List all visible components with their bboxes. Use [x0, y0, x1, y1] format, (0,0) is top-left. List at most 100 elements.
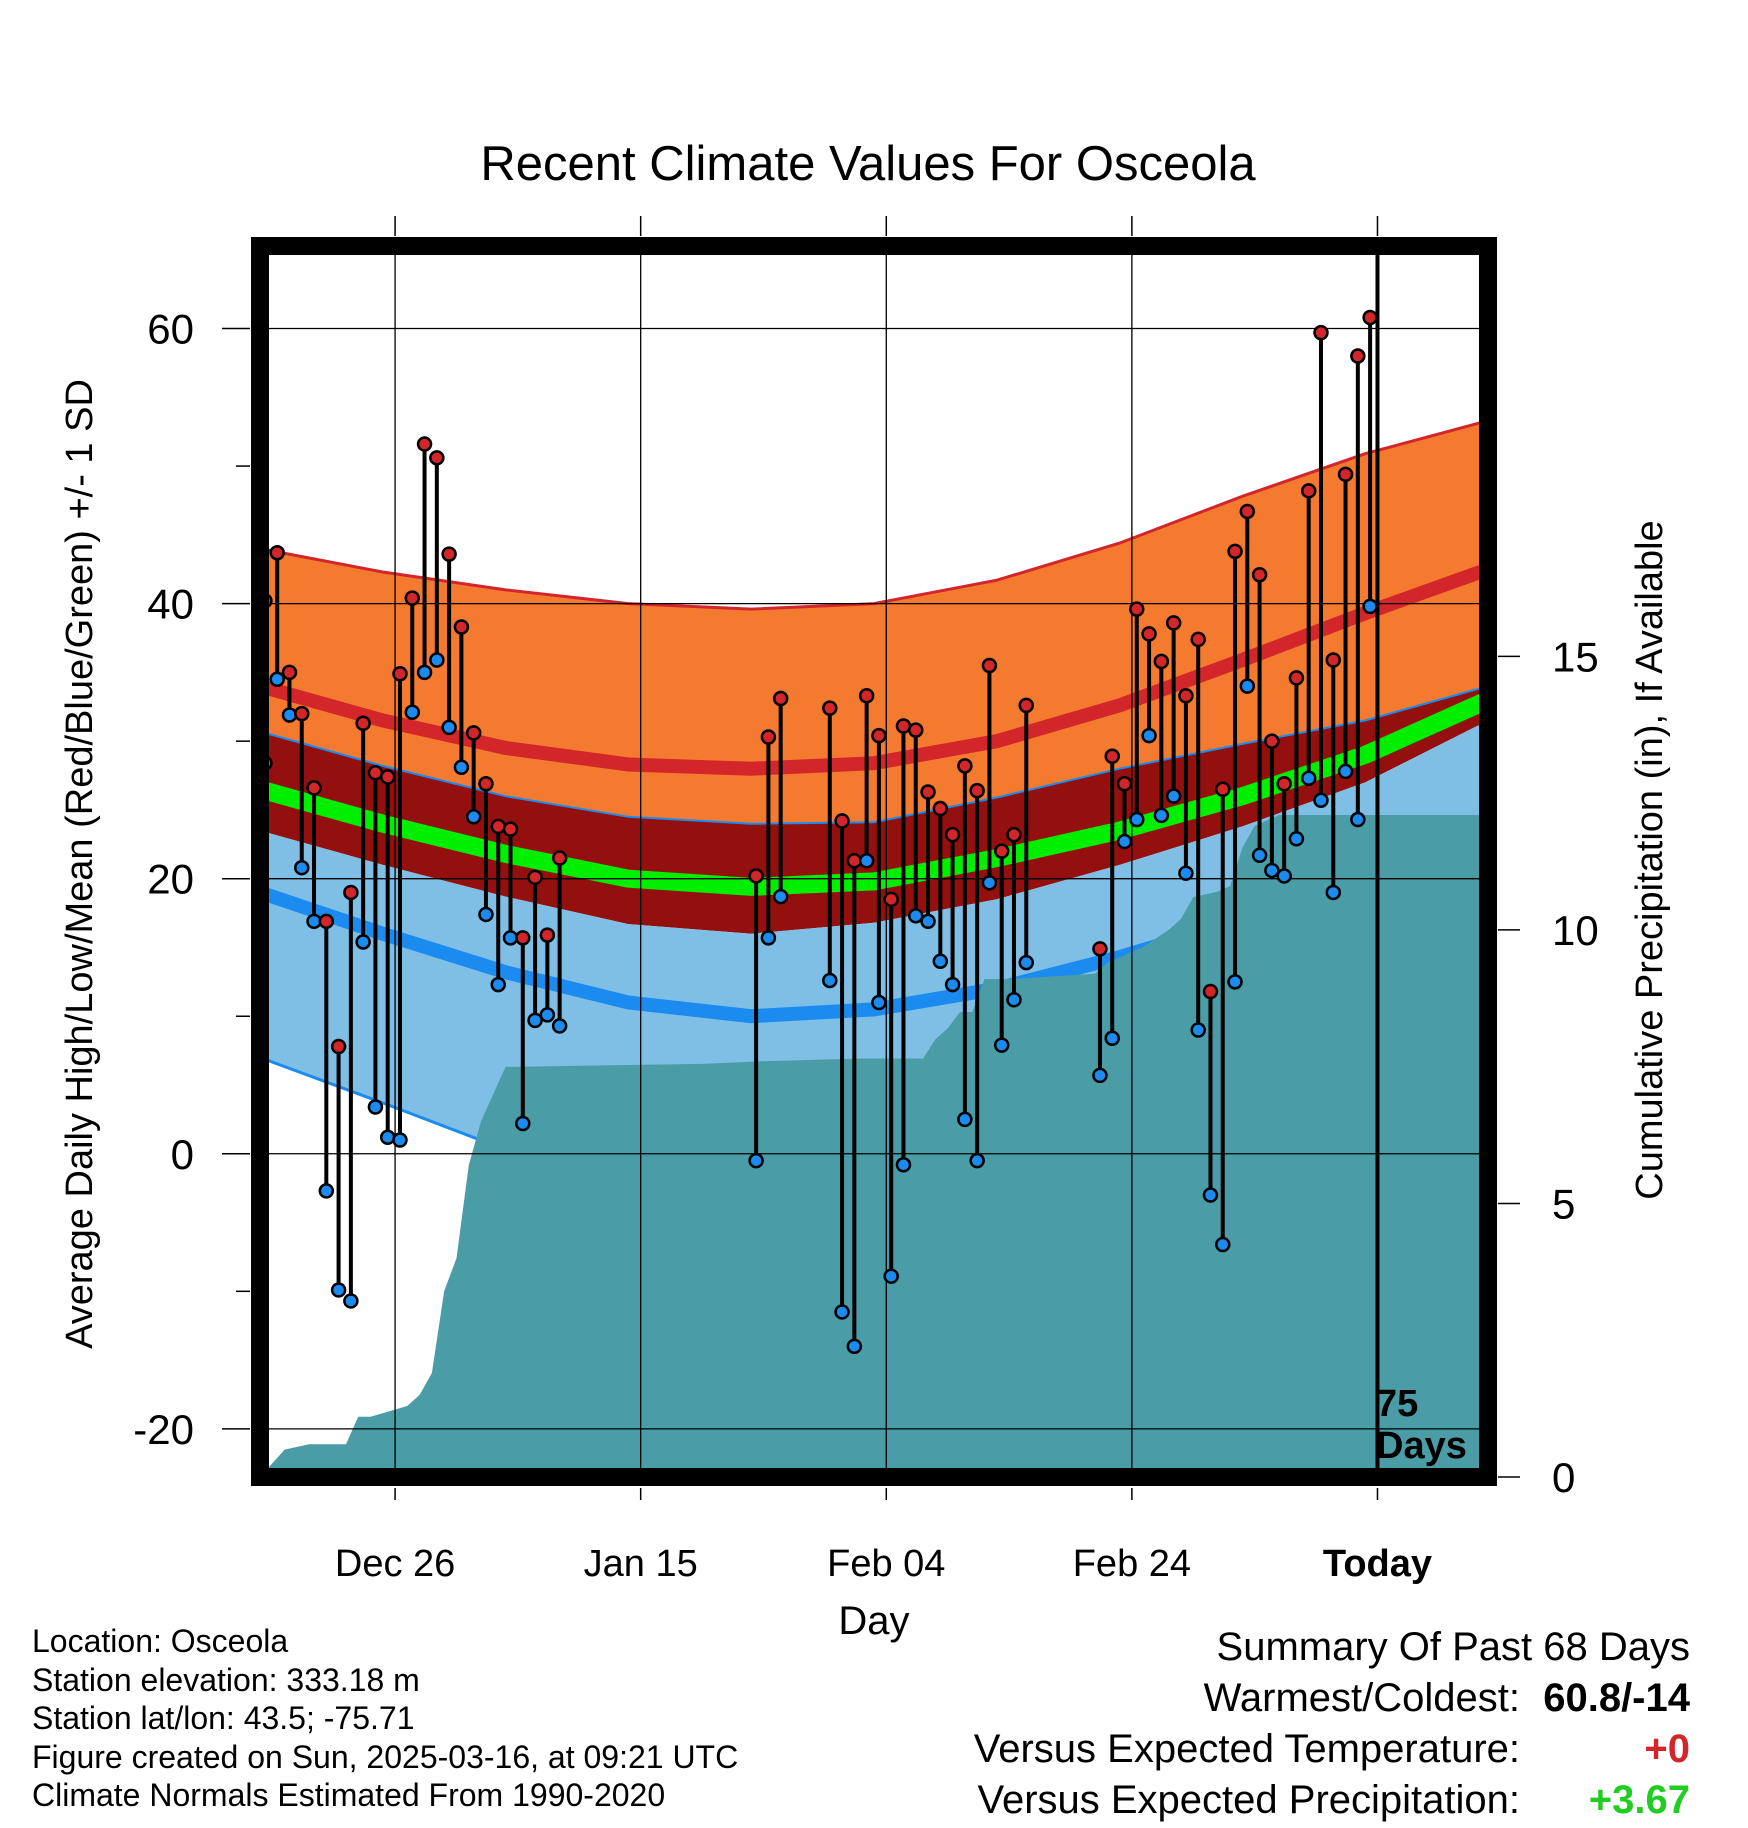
- daily-high-point: [1129, 601, 1145, 617]
- daily-high-point: [478, 776, 494, 792]
- daily-low-point: [294, 859, 310, 876]
- daily-low-point: [453, 759, 470, 776]
- daily-low-point: [269, 671, 285, 688]
- daily-low-point: [1350, 811, 1366, 828]
- daily-high-point: [343, 884, 359, 901]
- daily-low-point: [551, 1018, 568, 1034]
- daily-high-point: [441, 546, 457, 562]
- daily-low-point: [834, 1304, 850, 1320]
- daily-low-point: [1116, 833, 1133, 850]
- daily-low-point: [1165, 788, 1182, 804]
- daily-low-point: [969, 1152, 985, 1169]
- daily-high-point: [502, 821, 519, 837]
- daily-high-point: [429, 450, 445, 466]
- high-normal-line: [258, 562, 1491, 776]
- daily-low-point: [465, 809, 482, 825]
- plot-area: [257, 246, 1492, 1477]
- daily-low-point: [478, 906, 494, 923]
- y-tick-label: 0: [171, 1131, 194, 1178]
- daily-low-point: [748, 1152, 764, 1169]
- precip-label: Versus Expected Precipitation:: [977, 1778, 1520, 1822]
- daily-high-point: [1313, 324, 1329, 341]
- y-tick-label: -20: [133, 1406, 194, 1453]
- daily-low-point: [871, 994, 887, 1011]
- y2-tick-label: 10: [1552, 907, 1599, 954]
- daily-high-point: [748, 868, 764, 884]
- daily-low-point: [932, 953, 949, 969]
- summary-warm-cold: Warmest/Coldest: 60.8/-14: [974, 1673, 1690, 1724]
- daily-high-point: [1300, 483, 1317, 499]
- daily-low-point: [429, 652, 445, 668]
- daily-high-point: [392, 666, 408, 682]
- daily-high-point: [527, 869, 543, 886]
- daily-low-point: [957, 1111, 973, 1128]
- summary-precip: Versus Expected Precipitation: +3.67: [974, 1775, 1690, 1826]
- daily-high-point: [822, 700, 838, 716]
- daily-high-point: [1018, 697, 1035, 714]
- daily-low-point: [539, 1007, 556, 1023]
- daily-high-point: [1104, 748, 1120, 765]
- temp-value: +0: [1644, 1727, 1690, 1771]
- daily-high-point: [932, 800, 949, 817]
- daily-low-point: [1215, 1236, 1231, 1253]
- daily-high-point: [1141, 626, 1157, 642]
- daily-high-point: [1276, 776, 1292, 792]
- daily-high-point: [1227, 543, 1243, 560]
- chart-title: Recent Climate Values For Osceola: [480, 137, 1256, 191]
- daily-low-point: [379, 1129, 396, 1146]
- daily-low-point: [993, 1037, 1010, 1053]
- daily-high-point: [269, 544, 285, 561]
- daily-high-point: [515, 930, 531, 946]
- daily-low-point: [944, 976, 961, 993]
- daily-low-point: [772, 888, 789, 905]
- daily-high-point: [539, 927, 556, 943]
- daily-low-point: [330, 1282, 347, 1298]
- mean-upper-line: [259, 685, 1489, 825]
- warm-cold-label: Warmest/Coldest:: [1203, 1676, 1520, 1720]
- daily-high-point: [281, 664, 298, 681]
- daily-high-point: [490, 818, 506, 835]
- daily-low-point: [1178, 865, 1194, 881]
- daily-low-point: [981, 875, 998, 891]
- warm-cold-value: 60.8/-14: [1543, 1676, 1690, 1720]
- daily-high-point: [330, 1038, 347, 1055]
- daily-high-point: [1325, 652, 1342, 668]
- daily-low-point: [1300, 770, 1317, 787]
- daily-high-point: [379, 769, 396, 785]
- y2-tick-label: 0: [1552, 1454, 1575, 1501]
- daily-high-point: [993, 843, 1010, 859]
- daily-low-point: [846, 1338, 863, 1355]
- daily-high-point: [920, 784, 936, 800]
- daily-high-point: [834, 813, 850, 829]
- y-tick-label: 20: [147, 856, 194, 903]
- summary-heading: Summary Of Past 68 Days: [1216, 1625, 1690, 1669]
- daily-low-point: [392, 1132, 408, 1148]
- daily-low-point: [1362, 598, 1378, 615]
- x-tick-label: Dec 26: [335, 1543, 455, 1585]
- daily-high-point: [858, 688, 875, 704]
- daily-high-point: [551, 850, 568, 866]
- daily-high-point: [1362, 309, 1378, 326]
- daily-low-point: [760, 930, 777, 946]
- daily-low-point: [343, 1293, 359, 1309]
- daily-high-point: [465, 725, 482, 741]
- daily-high-point: [294, 705, 310, 722]
- y2-axis-label: Cumulative Precipitation (in), If Availa…: [1629, 520, 1671, 1199]
- daily-low-point: [1129, 811, 1145, 828]
- summary-temp: Versus Expected Temperature: +0: [974, 1724, 1690, 1775]
- daily-high-point: [871, 727, 887, 744]
- y-tick-label: 40: [147, 581, 194, 628]
- daily-high-point: [908, 722, 924, 738]
- daily-high-point: [355, 715, 371, 732]
- daily-low-point: [515, 1115, 531, 1132]
- daily-low-point: [1006, 991, 1022, 1008]
- daily-low-point: [527, 1012, 543, 1029]
- y-axis-label: Average Daily High/Low/Mean (Red/Blue/Gr…: [59, 379, 101, 1349]
- daily-low-point: [858, 853, 875, 869]
- daily-high-point: [1178, 688, 1194, 704]
- daily-low-point: [1104, 1030, 1120, 1046]
- x-tick-label: Today: [1323, 1543, 1432, 1585]
- today-days-count: 75: [1376, 1383, 1418, 1425]
- x-axis-label: Day: [838, 1599, 909, 1643]
- daily-low-point: [441, 719, 457, 736]
